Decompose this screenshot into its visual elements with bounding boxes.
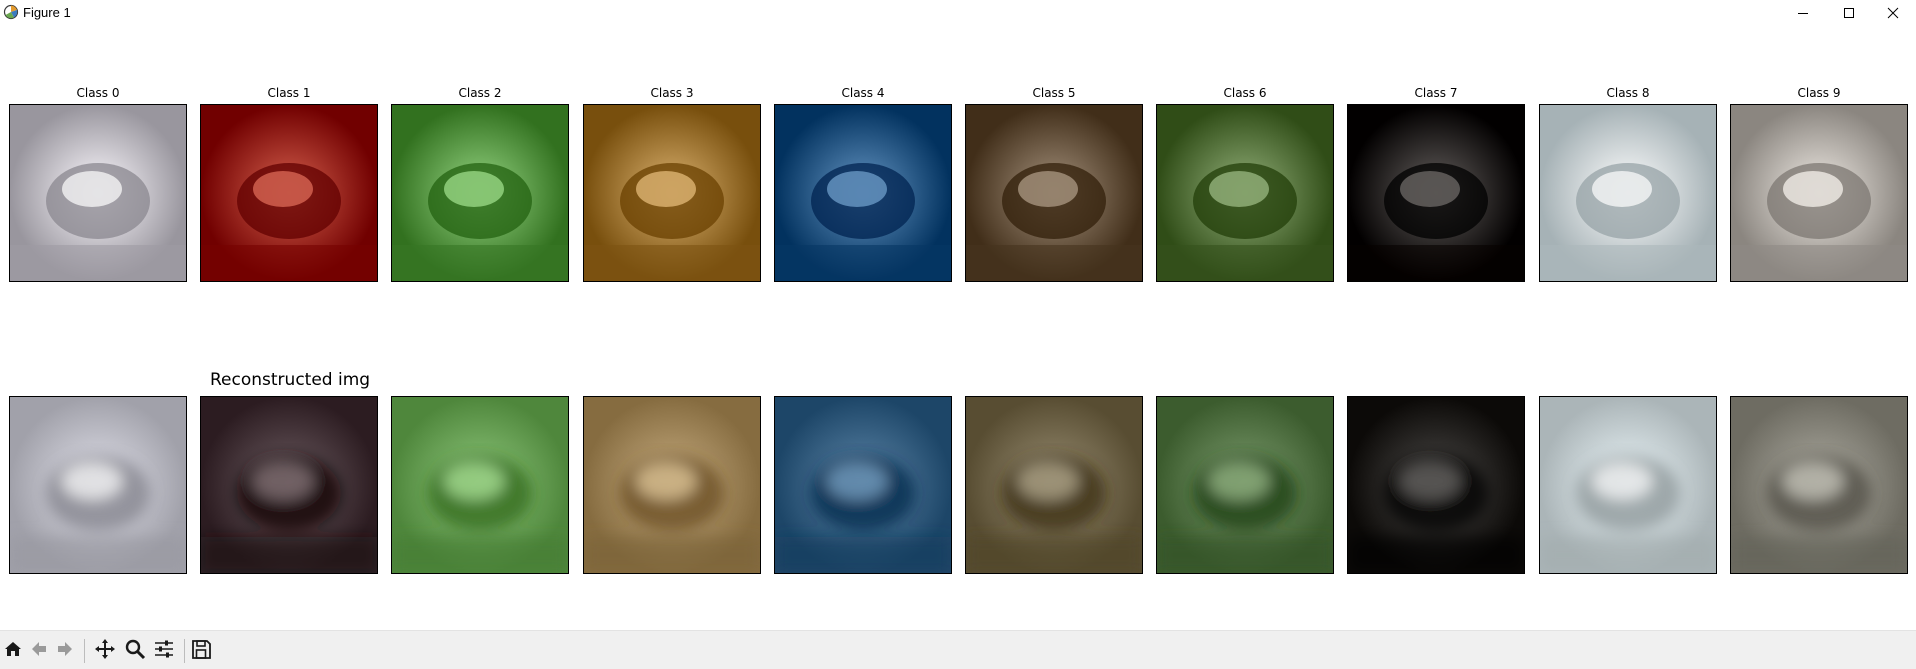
close-icon	[1887, 4, 1899, 23]
original-image	[200, 104, 378, 282]
figure-canvas[interactable]: Class 0 Class 1 Class 2 Class 3 Class 4 Class…	[0, 26, 1916, 630]
original-image	[965, 104, 1143, 282]
reconstructed-image	[1539, 396, 1717, 574]
toolbar-separator	[84, 639, 85, 663]
reconstructed-image	[583, 396, 761, 574]
maximize-icon	[1843, 4, 1855, 23]
class-title: Class 7	[1414, 86, 1458, 100]
reconstructed-row-label: Reconstructed img	[210, 370, 371, 390]
matplotlib-figure-icon	[3, 4, 19, 20]
home-icon	[3, 639, 23, 663]
back-arrow-icon	[29, 639, 49, 663]
original-image	[583, 104, 761, 282]
toolbar-separator	[184, 639, 185, 663]
home-button[interactable]	[0, 638, 26, 664]
class-title: Class 1	[267, 86, 311, 100]
class-title: Class 3	[650, 86, 694, 100]
original-image	[1156, 104, 1334, 282]
configure-subplots-button[interactable]	[151, 638, 177, 664]
forward-button[interactable]	[52, 638, 78, 664]
back-button[interactable]	[26, 638, 52, 664]
window-title: Figure 1	[23, 5, 71, 20]
reconstructed-image	[1730, 396, 1908, 574]
maximize-button[interactable]	[1826, 0, 1872, 26]
class-title: Class 8	[1606, 86, 1650, 100]
original-image	[9, 104, 187, 282]
reconstructed-image	[200, 396, 378, 574]
zoom-icon	[124, 638, 146, 664]
class-title: Class 2	[458, 86, 502, 100]
configure-subplots-icon	[153, 638, 175, 664]
zoom-button[interactable]	[122, 638, 148, 664]
save-button[interactable]	[188, 638, 214, 664]
original-image	[774, 104, 952, 282]
reconstructed-image	[965, 396, 1143, 574]
reconstructed-image	[1347, 396, 1525, 574]
reconstructed-image	[774, 396, 952, 574]
reconstructed-image	[391, 396, 569, 574]
navigation-toolbar	[0, 630, 1916, 669]
class-title: Class 5	[1032, 86, 1076, 100]
minimize-icon	[1797, 4, 1809, 23]
forward-arrow-icon	[55, 639, 75, 663]
original-image	[391, 104, 569, 282]
class-title: Class 6	[1223, 86, 1267, 100]
minimize-button[interactable]	[1780, 0, 1826, 26]
window-titlebar: Figure 1	[0, 0, 1916, 26]
class-title: Class 4	[841, 86, 885, 100]
reconstructed-image	[9, 396, 187, 574]
close-button[interactable]	[1870, 0, 1916, 26]
reconstructed-image	[1156, 396, 1334, 574]
class-title: Class 0	[76, 86, 120, 100]
original-image	[1539, 104, 1717, 282]
class-title: Class 9	[1797, 86, 1841, 100]
pan-button[interactable]	[92, 638, 118, 664]
pan-icon	[94, 638, 116, 664]
original-image	[1347, 104, 1525, 282]
save-icon	[190, 638, 212, 664]
original-image	[1730, 104, 1908, 282]
